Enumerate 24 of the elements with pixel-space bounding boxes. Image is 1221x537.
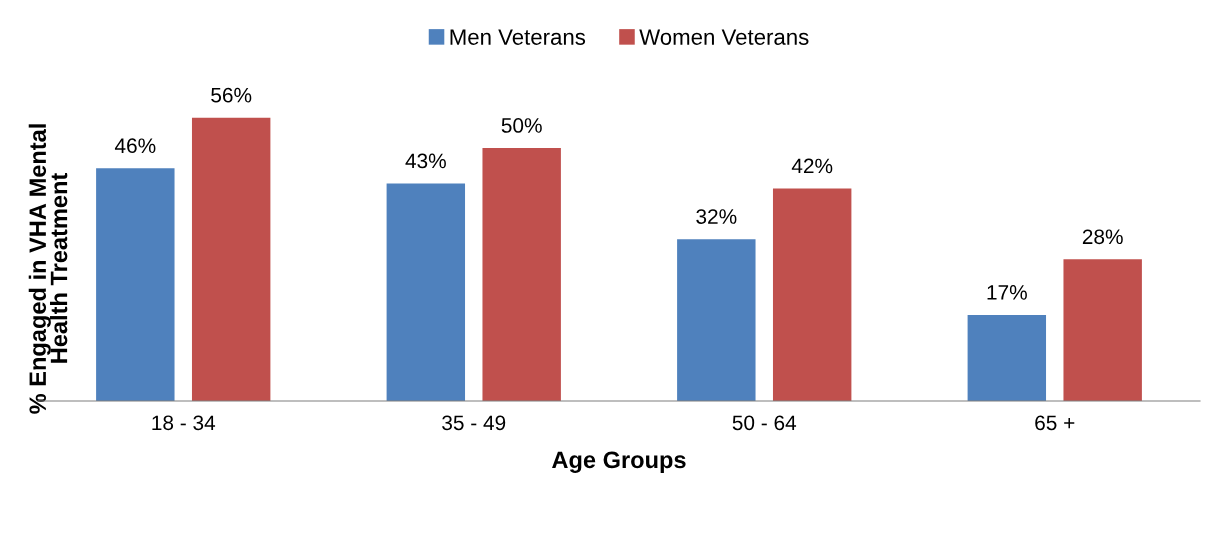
legend-label: Men Veterans: [450, 29, 586, 45]
data-label: 17%: [987, 285, 1027, 300]
data-label: 56%: [211, 87, 252, 103]
bar: [482, 148, 561, 401]
bar: [1063, 259, 1142, 401]
x-tick-label: 35 - 49: [442, 415, 506, 431]
bar: [191, 117, 271, 401]
data-label: 46%: [114, 138, 156, 154]
x-tick-label: 50 - 64: [732, 415, 797, 431]
bar: [772, 188, 852, 401]
data-label: 32%: [696, 209, 737, 224]
bar: [677, 239, 756, 401]
data-label: 50%: [501, 118, 542, 133]
y-axis-title: % Engaged in VHA Mental Health Treatment: [28, 124, 68, 414]
bar: [386, 183, 466, 401]
x-tick-label: 65 +: [1035, 415, 1075, 431]
data-label: 42%: [791, 158, 833, 174]
data-label: 43%: [405, 153, 446, 169]
data-label: 28%: [1082, 229, 1123, 245]
x-axis-title: Age Groups: [552, 451, 686, 473]
legend-label: Women Veterans: [639, 29, 809, 45]
x-tick-label: 18 - 34: [152, 415, 216, 431]
bar: [967, 315, 1047, 401]
bar: [96, 168, 175, 401]
